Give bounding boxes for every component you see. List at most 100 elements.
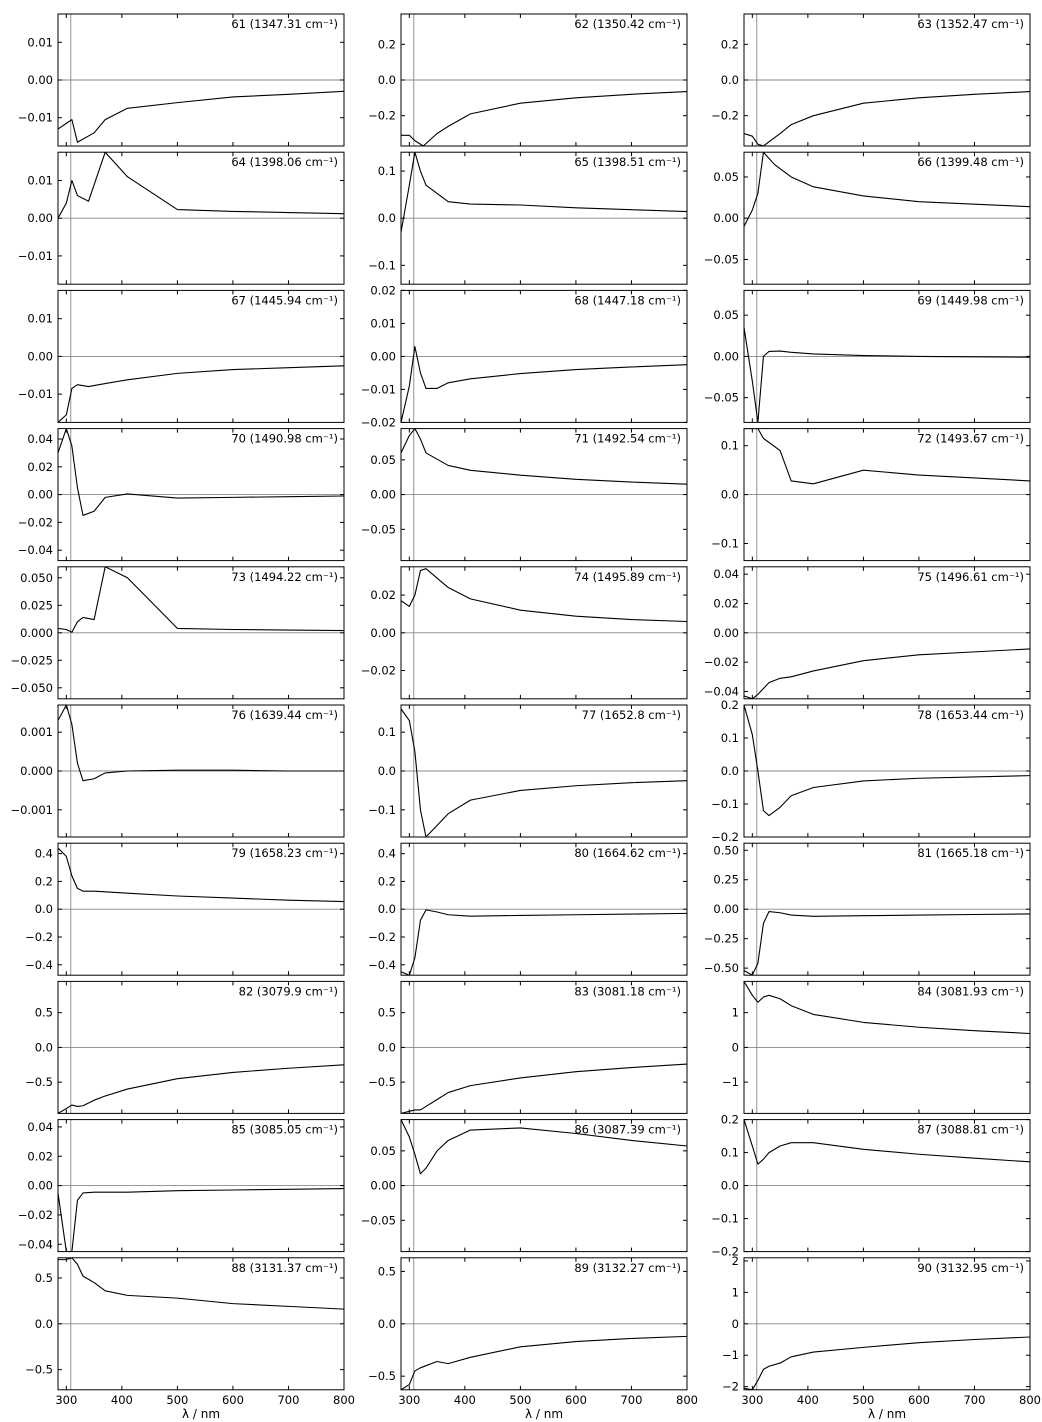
y-tick-label: 0.02 xyxy=(370,588,396,602)
series-line xyxy=(401,1335,687,1390)
y-tick-label: 0.050 xyxy=(20,571,53,585)
panel-20: −0.4 −0.2 0.0 0.2 0.4 80 (1664.62 cm⁻¹) xyxy=(368,842,688,976)
x-tick-label: 800 xyxy=(1019,1393,1041,1407)
y-tick-label: 0.25 xyxy=(713,873,739,887)
x-tick-label: 800 xyxy=(676,1393,698,1407)
series-line xyxy=(58,1187,344,1252)
y-tick-label: 0.5 xyxy=(35,1271,53,1285)
panel-22: −0.5 0.0 0.5 82 (3079.9 cm⁻¹) xyxy=(25,980,345,1114)
y-tick-label: 0.5 xyxy=(378,1006,396,1020)
y-tick-label: −0.05 xyxy=(704,391,739,405)
y-tick-label: 0.1 xyxy=(378,725,396,739)
y-tick-label: 2 xyxy=(732,1254,739,1268)
panel-14: −0.02 0.00 0.02 74 (1495.89 cm⁻¹) xyxy=(361,566,688,700)
series-line xyxy=(58,90,344,143)
x-tick-label: 800 xyxy=(333,1393,355,1407)
y-tick-label: −0.01 xyxy=(361,382,396,396)
y-tick-label: 0.02 xyxy=(27,460,53,474)
y-tick-label: 0.2 xyxy=(721,37,739,51)
y-tick-label: −0.2 xyxy=(711,1245,739,1259)
y-tick-label: 1 xyxy=(732,1285,739,1299)
panel-29: −0.5 0.0 0.5 300 400 500 600 700 800 89 (3132.27 … xyxy=(368,1257,698,1421)
series-line xyxy=(744,327,1030,423)
panel-27: −0.2 −0.1 0.0 0.1 0.2 87 (3088.81 cm⁻¹) xyxy=(711,1113,1031,1259)
y-tick-label: 0.5 xyxy=(35,1006,53,1020)
panel-label: 82 (3079.9 cm⁻¹) xyxy=(239,984,338,998)
y-tick-label: 0.50 xyxy=(713,843,739,857)
y-tick-label: 0.00 xyxy=(370,626,396,640)
y-tick-label: 0.05 xyxy=(370,453,396,467)
y-tick-label: 0.04 xyxy=(713,567,739,581)
panel-label: 74 (1495.89 cm⁻¹) xyxy=(574,570,681,584)
y-tick-label: −0.02 xyxy=(18,1208,53,1222)
series-line xyxy=(744,981,1030,1035)
panel-16: −0.001 0.000 0.001 76 (1639.44 cm⁻¹) xyxy=(10,704,345,838)
series-line xyxy=(401,1119,687,1175)
panel-2: −0.2 0.0 0.2 62 (1350.42 cm⁻¹) xyxy=(368,13,688,147)
y-tick-label: 0.025 xyxy=(20,598,53,612)
y-tick-label: 0.1 xyxy=(378,164,396,178)
y-tick-label: −0.02 xyxy=(361,664,396,678)
y-tick-label: −0.01 xyxy=(18,249,53,263)
y-tick-label: 0.01 xyxy=(27,173,53,187)
panel-label: 87 (3088.81 cm⁻¹) xyxy=(917,1123,1024,1137)
y-tick-label: −0.1 xyxy=(711,797,739,811)
panel-label: 72 (1493.67 cm⁻¹) xyxy=(917,432,1024,446)
series-line xyxy=(401,568,687,623)
series-line xyxy=(401,91,687,146)
x-tick-label: 300 xyxy=(741,1393,763,1407)
y-tick-label: 0.01 xyxy=(370,316,396,330)
panel-label: 71 (1492.54 cm⁻¹) xyxy=(574,432,681,446)
y-tick-label: 0.02 xyxy=(27,1149,53,1163)
y-tick-label: 0.00 xyxy=(713,349,739,363)
y-tick-label: 0.00 xyxy=(713,902,739,916)
x-tick-label: 400 xyxy=(797,1393,819,1407)
panel-label: 85 (3085.05 cm⁻¹) xyxy=(231,1123,338,1137)
x-tick-label: 500 xyxy=(852,1393,874,1407)
y-tick-label: 0.4 xyxy=(378,847,396,861)
panel-label: 83 (3081.18 cm⁻¹) xyxy=(574,984,681,998)
y-tick-label: −0.1 xyxy=(711,1212,739,1226)
series-line xyxy=(744,1119,1030,1165)
panel-label: 90 (3132.95 cm⁻¹) xyxy=(917,1261,1024,1275)
y-tick-label: −0.1 xyxy=(711,536,739,550)
y-tick-label: 0.05 xyxy=(370,1144,396,1158)
y-tick-label: 0.0 xyxy=(378,1317,396,1331)
series-line xyxy=(401,345,687,423)
panel-label: 84 (3081.93 cm⁻¹) xyxy=(917,984,1024,998)
x-tick-label: 700 xyxy=(277,1393,299,1407)
y-tick-label: −0.50 xyxy=(704,961,739,975)
y-tick-label: −0.1 xyxy=(368,803,396,817)
x-tick-label: 600 xyxy=(565,1393,587,1407)
panel-label: 64 (1398.06 cm⁻¹) xyxy=(231,155,338,169)
y-tick-label: 0.0 xyxy=(378,211,396,225)
y-tick-label: −0.02 xyxy=(361,415,396,429)
panel-13: −0.050 −0.025 0.000 0.025 0.050 73 (1494.22 c… xyxy=(10,566,345,700)
x-tick-label: 600 xyxy=(222,1393,244,1407)
panel-label: 70 (1490.98 cm⁻¹) xyxy=(231,432,338,446)
panel-5: −0.1 0.0 0.1 65 (1398.51 cm⁻¹) xyxy=(368,151,688,285)
panel-3: −0.2 0.0 0.2 63 (1352.47 cm⁻¹) xyxy=(711,13,1031,147)
panel-7: −0.01 0.00 0.01 67 (1445.94 cm⁻¹) xyxy=(18,289,345,423)
panel-24: −1 0 1 84 (3081.93 cm⁻¹) xyxy=(722,980,1031,1114)
y-tick-label: −0.2 xyxy=(368,109,396,123)
y-tick-label: 0.000 xyxy=(20,626,53,640)
y-tick-label: −0.04 xyxy=(18,543,53,557)
series-line xyxy=(744,152,1030,227)
panel-10: −0.04 −0.02 0.00 0.02 0.04 70 (1490.98 cm⁻¹) xyxy=(18,428,345,562)
y-tick-label: 0.0 xyxy=(721,764,739,778)
y-tick-label: 0.04 xyxy=(27,1120,53,1134)
y-tick-label: 0.00 xyxy=(27,211,53,225)
panel-1: −0.01 0.00 0.01 61 (1347.31 cm⁻¹) xyxy=(18,13,345,147)
y-tick-label: 0.2 xyxy=(378,874,396,888)
series-line xyxy=(401,428,687,485)
y-tick-label: −1 xyxy=(722,1348,739,1362)
panel-label: 77 (1652.8 cm⁻¹) xyxy=(582,708,681,722)
series-line xyxy=(401,909,687,976)
y-tick-label: 1 xyxy=(732,1006,739,1020)
y-tick-label: 0.0 xyxy=(378,1040,396,1054)
y-tick-label: −0.02 xyxy=(704,655,739,669)
series-line xyxy=(401,1063,687,1114)
series-line xyxy=(744,91,1030,146)
